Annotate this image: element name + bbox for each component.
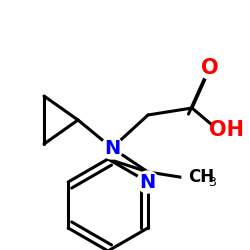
Text: N: N (104, 138, 120, 158)
Text: O: O (201, 58, 219, 78)
Circle shape (137, 171, 159, 193)
Text: OH: OH (208, 120, 244, 140)
Circle shape (199, 57, 221, 79)
Circle shape (182, 162, 214, 194)
Text: CH: CH (188, 168, 214, 186)
Text: 3: 3 (208, 176, 216, 190)
Circle shape (212, 116, 240, 144)
Circle shape (101, 137, 123, 159)
Text: N: N (140, 172, 156, 192)
